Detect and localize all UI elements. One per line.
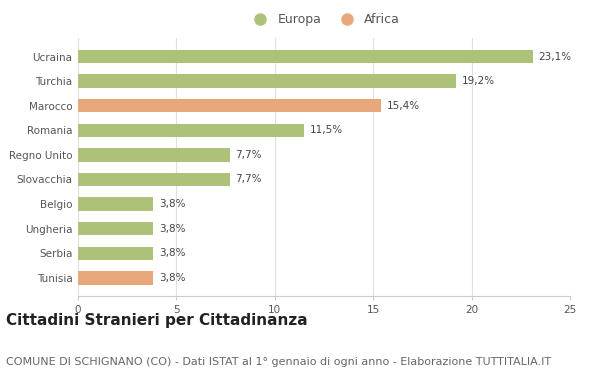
- Text: Cittadini Stranieri per Cittadinanza: Cittadini Stranieri per Cittadinanza: [6, 314, 308, 328]
- Text: 23,1%: 23,1%: [539, 52, 572, 62]
- Bar: [78, 74, 456, 88]
- Legend: Europa, Africa: Europa, Africa: [243, 8, 405, 31]
- Bar: [78, 222, 153, 236]
- Bar: [78, 173, 230, 186]
- Bar: [78, 50, 533, 63]
- Text: 3,8%: 3,8%: [158, 273, 185, 283]
- Text: 3,8%: 3,8%: [158, 199, 185, 209]
- Bar: [78, 247, 153, 260]
- Bar: [78, 197, 153, 211]
- Text: COMUNE DI SCHIGNANO (CO) - Dati ISTAT al 1° gennaio di ogni anno - Elaborazione : COMUNE DI SCHIGNANO (CO) - Dati ISTAT al…: [6, 357, 551, 367]
- Text: 19,2%: 19,2%: [462, 76, 495, 86]
- Bar: [78, 99, 381, 112]
- Text: 7,7%: 7,7%: [235, 174, 262, 185]
- Bar: [78, 148, 230, 162]
- Bar: [78, 124, 304, 137]
- Text: 3,8%: 3,8%: [158, 248, 185, 258]
- Text: 11,5%: 11,5%: [310, 125, 343, 135]
- Bar: [78, 271, 153, 285]
- Text: 3,8%: 3,8%: [158, 224, 185, 234]
- Text: 7,7%: 7,7%: [235, 150, 262, 160]
- Text: 15,4%: 15,4%: [387, 101, 420, 111]
